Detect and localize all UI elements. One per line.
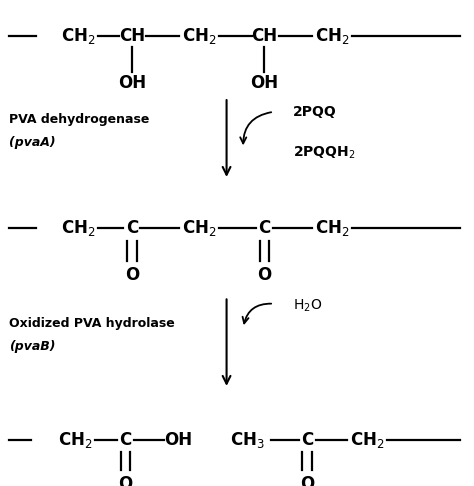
Text: CH$_2$: CH$_2$ bbox=[315, 26, 349, 47]
Text: CH$_2$: CH$_2$ bbox=[61, 26, 95, 47]
Text: (pvaB): (pvaB) bbox=[9, 340, 56, 353]
Text: 2PQQ: 2PQQ bbox=[293, 105, 337, 119]
Text: C: C bbox=[126, 219, 138, 238]
Text: O: O bbox=[125, 265, 139, 284]
Text: CH$_2$: CH$_2$ bbox=[182, 218, 216, 239]
Text: CH$_2$: CH$_2$ bbox=[61, 218, 95, 239]
Text: OH: OH bbox=[118, 73, 146, 92]
Text: O: O bbox=[300, 474, 314, 486]
Text: PVA dehydrogenase: PVA dehydrogenase bbox=[9, 113, 150, 125]
Text: (​pvaA): (​pvaA) bbox=[9, 136, 56, 149]
Text: C: C bbox=[301, 431, 313, 449]
Text: H$_2$O: H$_2$O bbox=[293, 298, 322, 314]
Text: CH$_2$: CH$_2$ bbox=[315, 218, 349, 239]
Text: CH: CH bbox=[251, 27, 278, 46]
Text: CH$_3$: CH$_3$ bbox=[230, 430, 265, 450]
Text: OH: OH bbox=[250, 73, 279, 92]
Text: Oxidized PVA hydrolase: Oxidized PVA hydrolase bbox=[9, 317, 175, 330]
Text: OH: OH bbox=[164, 431, 192, 449]
Text: O: O bbox=[257, 265, 272, 284]
Text: CH$_2$: CH$_2$ bbox=[58, 430, 92, 450]
Text: O: O bbox=[118, 474, 133, 486]
Text: CH$_2$: CH$_2$ bbox=[350, 430, 384, 450]
Text: C: C bbox=[119, 431, 132, 449]
Text: CH: CH bbox=[118, 27, 145, 46]
Text: C: C bbox=[258, 219, 271, 238]
Text: 2PQQH$_2$: 2PQQH$_2$ bbox=[293, 145, 356, 161]
Text: CH$_2$: CH$_2$ bbox=[182, 26, 216, 47]
